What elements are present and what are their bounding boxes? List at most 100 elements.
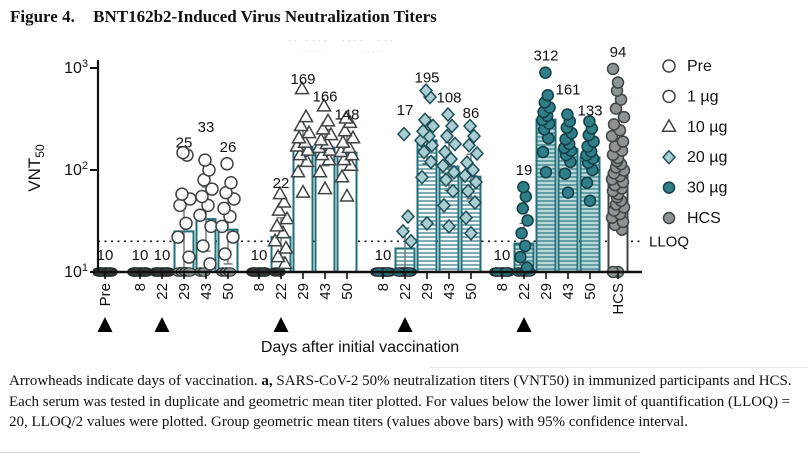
vaccination-arrowhead: [154, 317, 170, 332]
teal-circle-marker: [583, 194, 597, 207]
diamond-marker: [457, 168, 473, 184]
gray-circle-marker: [607, 118, 621, 131]
open-circle-marker: [204, 219, 218, 234]
diamond-marker: [425, 118, 441, 134]
gmt-value-label: 10: [251, 247, 268, 264]
gmt-value-label: 10: [375, 247, 392, 264]
triangle-marker: [312, 163, 328, 178]
diamond-marker: [461, 137, 477, 153]
diamond-marker: [440, 106, 456, 123]
gmt-value-label: 25: [176, 135, 193, 152]
triangle-marker: [316, 97, 332, 112]
divider-line-top: [430, 367, 809, 368]
open-circle-marker: [196, 239, 210, 253]
gmt-value-label: 26: [220, 139, 237, 156]
diamond-marker: [458, 210, 474, 226]
scatter-points: [457, 118, 485, 241]
x-tick-label: 8: [251, 283, 268, 291]
triangle-marker: [315, 120, 331, 135]
gmt-value-label: 166: [312, 88, 337, 105]
triangle-marker: [275, 224, 291, 239]
x-tick-label: 8: [375, 283, 392, 291]
y-tick-label: 102: [64, 160, 88, 179]
x-tick-label: 43: [317, 283, 334, 300]
diamond-marker: [416, 144, 432, 160]
gray-circle-marker: [662, 211, 676, 225]
x-tick-label: 22: [397, 283, 414, 300]
diamond-marker: [447, 136, 463, 152]
triangle-marker: [661, 118, 677, 133]
x-tick-label: 50: [463, 283, 480, 300]
dose-group-30µg: 10 8 19 22 312 29 161 43 133 50: [489, 48, 603, 332]
legend-label-4: 20 µg: [687, 149, 727, 166]
open-circle-marker: [218, 247, 232, 261]
scatter-points: [311, 97, 339, 195]
open-circle-marker: [182, 250, 196, 264]
teal-circle-marker: [520, 261, 534, 275]
gmt-value-label: 94: [610, 44, 627, 61]
x-tick-label: 50: [220, 283, 237, 300]
open-circle-marker: [171, 230, 185, 244]
x-tick-label: 29: [538, 283, 555, 300]
gmt-value-label: 169: [290, 71, 315, 88]
triangle-marker: [295, 184, 311, 198]
triangle-marker: [272, 185, 288, 200]
open-circle-marker: [205, 182, 219, 196]
diamond-marker: [400, 208, 416, 225]
diamond-marker: [462, 118, 478, 134]
triangle-marker: [279, 210, 295, 225]
gray-circle-marker: [606, 62, 620, 76]
x-tick-label: 22: [273, 283, 290, 300]
legend-label-3: 10 µg: [687, 119, 727, 136]
x-tick-label: 29: [419, 283, 436, 300]
triangle-marker: [334, 168, 350, 183]
gray-circle-marker: [616, 135, 630, 148]
triangle-marker: [269, 217, 285, 232]
open-circle-marker: [224, 175, 238, 190]
legend-label-1: Pre: [687, 58, 712, 75]
triangle-marker: [271, 202, 287, 216]
scatter-points: [333, 109, 361, 202]
x-tick-label: 50: [582, 283, 599, 300]
gmt-value-label: 10: [132, 247, 149, 264]
open-circle-marker: [217, 201, 231, 216]
scatter-points: [580, 115, 600, 207]
x-tick-label: 29: [176, 283, 193, 300]
x-tick-label: 29: [295, 283, 312, 300]
scatter-points: [413, 83, 441, 231]
triangle-marker: [277, 255, 293, 270]
diamond-marker: [444, 118, 460, 134]
diamond-marker: [415, 123, 431, 139]
gmt-value-label: 195: [414, 70, 439, 87]
open-circle-marker: [215, 219, 229, 234]
teal-circle-marker: [516, 202, 530, 215]
diamond-marker: [435, 158, 451, 174]
dose-group-Pre: 10 Pre: [92, 247, 118, 332]
teal-circle-marker: [541, 89, 555, 102]
gmt-value-label: 148: [334, 106, 359, 123]
triangle-marker: [301, 124, 317, 139]
x-axis-label: Days after initial vaccination: [261, 339, 459, 356]
legend-label-5: 30 µg: [687, 180, 727, 197]
teal-circle-marker: [561, 108, 574, 121]
diamond-marker: [403, 233, 419, 249]
vaccination-arrowhead: [397, 317, 413, 332]
gmt-value-label: 108: [436, 90, 461, 107]
teal-circle-marker: [539, 166, 553, 179]
triangle-marker: [317, 180, 333, 195]
open-circle-marker: [662, 59, 676, 73]
diamond-marker: [466, 128, 482, 144]
triangle-marker: [339, 187, 355, 202]
teal-circle-marker: [515, 226, 528, 240]
divider-line-bottom: [0, 452, 640, 453]
teal-circle-marker: [583, 115, 596, 128]
diamond-marker: [424, 137, 440, 153]
triangle-marker: [335, 134, 351, 148]
x-tick-label: Pre: [97, 283, 114, 306]
x-tick-label: 43: [560, 283, 577, 300]
diamond-marker: [441, 218, 457, 234]
diamond-marker: [446, 164, 462, 180]
triangle-marker: [345, 129, 361, 144]
gmt-value-label: 133: [577, 102, 602, 119]
